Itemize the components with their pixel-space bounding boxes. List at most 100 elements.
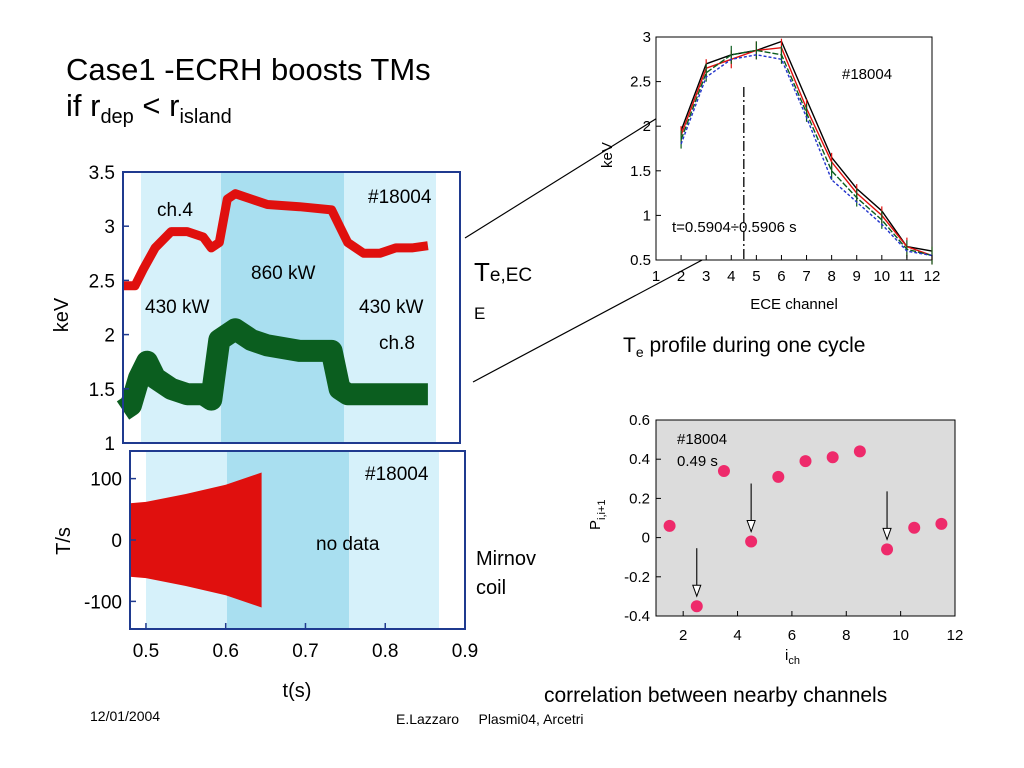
corr-point	[908, 521, 921, 534]
profile-xtick-label: 11	[899, 268, 915, 285]
corr-ytick-label: 0.6	[629, 412, 650, 429]
te-ytick-label: 1	[104, 434, 115, 455]
mirnov-coil-label: Mirnov coil	[476, 548, 537, 599]
te-ec-label-tail: E	[474, 304, 486, 323]
mirnov-band-low-2	[349, 451, 439, 629]
profile-xtick-label: 9	[853, 268, 861, 285]
footer-author: E.Lazzaro Plasmi04, Arcetri	[396, 711, 584, 727]
correlation-chart: 2 4 6 8 10 12 -0.4 -0.2 0 0.2 0.4 0.6 #18004 0.49 s…	[587, 412, 963, 667]
te-plot-frame	[122, 171, 461, 444]
mirnov-annotation-shot: #18004	[365, 464, 429, 485]
corr-annotation-time: 0.49 s	[677, 453, 718, 470]
corr-ytick-label: -0.2	[624, 569, 650, 586]
te-annotation-860kw: 860 kW	[251, 263, 315, 284]
profile-ytick-label: 2	[643, 118, 651, 135]
corr-point	[935, 517, 948, 530]
mirnov-x-axis-label: t(s)	[283, 680, 312, 702]
mirnov-xtick-label: 0.6	[213, 641, 239, 662]
profile-ytick-label: 1.5	[630, 163, 651, 180]
corr-xtick-label: 2	[679, 627, 687, 644]
corr-xtick-label: 8	[842, 627, 850, 644]
profile-xtick-label: 1	[652, 268, 660, 285]
corr-point	[663, 519, 676, 532]
te-annotation-shot: #18004	[368, 187, 432, 208]
corr-annotation-shot: #18004	[677, 431, 727, 448]
corr-y-axis-label: Pi,i+1	[587, 499, 608, 530]
profile-annotation-time: t=0.5904÷0.5906 s	[672, 219, 797, 236]
corr-arrowhead	[692, 584, 702, 598]
profile-xtick-label: 6	[777, 268, 785, 285]
profile-xtick-label: 10	[873, 268, 890, 285]
profile-ytick-label: 2.5	[630, 74, 651, 91]
te-time-chart: 1 1.5 2 2.5 3 3.5 keV #18004 ch.4 860 kW 430 …	[51, 163, 461, 455]
te-series-ch4	[123, 189, 429, 291]
profile-series-blue	[680, 54, 933, 257]
mirnov-ytick-label: -100	[84, 592, 122, 613]
mirnov-xtick-label: 0.5	[133, 641, 159, 662]
corr-point	[826, 451, 839, 464]
corr-point	[745, 535, 758, 548]
corr-point	[799, 455, 812, 468]
profile-ytick-label: 3	[643, 29, 651, 46]
corr-xtick-label: 10	[892, 627, 909, 644]
footer-date: 12/01/2004	[90, 708, 161, 724]
profile-xtick-label: 4	[727, 268, 735, 285]
corr-xtick-label: 4	[733, 627, 741, 644]
te-annotation-430kw-2: 430 kW	[359, 297, 423, 318]
profile-ytick-label: 0.5	[630, 252, 651, 269]
corr-plot-frame	[655, 419, 956, 617]
corr-arrowhead	[746, 520, 756, 533]
te-annotation-430kw-1: 430 kW	[145, 297, 209, 318]
corr-x-axis-label: ich	[785, 647, 800, 667]
te-ytick-label: 3.5	[89, 163, 115, 184]
title-line-1: Case1 -ECRH boosts TMs	[66, 52, 431, 87]
slide-title: Case1 -ECRH boosts TMs if rdep < risland	[66, 52, 431, 135]
corr-ytick-label: 0.4	[629, 451, 650, 468]
corr-point	[881, 543, 894, 556]
corr-xtick-label: 12	[947, 627, 964, 644]
corr-point	[853, 445, 866, 458]
te-profile-chart: 1 2 3 4 5 6 7 8 9 10 11 120.511.522.53 keV ECE chan…	[599, 29, 940, 313]
corr-point	[772, 470, 785, 483]
correlation-caption: correlation between nearby channels	[544, 684, 888, 707]
te-ec-label: Te,EC	[474, 257, 533, 287]
corr-ytick-label: -0.4	[624, 608, 650, 625]
profile-xtick-label: 2	[677, 268, 685, 285]
mirnov-xtick-label: 0.8	[372, 641, 398, 662]
te-annotation-ch4: ch.4	[157, 200, 193, 221]
corr-ytick-label: 0	[642, 530, 650, 547]
te-ytick-label: 3	[104, 217, 115, 238]
profile-y-axis-label: keV	[599, 142, 616, 168]
profile-xtick-label: 12	[924, 268, 941, 285]
te-profile-caption: Te profile during one cycle	[623, 334, 866, 361]
profile-x-axis-label: ECE channel	[750, 296, 838, 313]
corr-arrowhead	[882, 527, 892, 541]
te-ytick-label: 2.5	[89, 271, 115, 292]
title-line-2: if rdep < risland	[66, 88, 232, 129]
mirnov-signal-envelope	[130, 472, 262, 608]
mirnov-ytick-label: 100	[90, 470, 122, 491]
te-y-axis-label: keV	[51, 297, 73, 332]
profile-xtick-label: 7	[802, 268, 810, 285]
te-ytick-label: 1.5	[89, 380, 115, 401]
mirnov-xtick-label: 0.7	[292, 641, 318, 662]
te-annotation-ch8: ch.8	[379, 333, 415, 354]
profile-xtick-label: 5	[752, 268, 760, 285]
corr-point	[717, 464, 730, 477]
profile-ytick-label: 1	[643, 207, 651, 224]
mirnov-y-axis-label: T/s	[53, 527, 75, 555]
te-series-ch8	[116, 318, 428, 420]
profile-annotation-shot: #18004	[842, 66, 892, 83]
mirnov-xtick-label: 0.9	[452, 641, 478, 662]
te-ytick-label: 2	[104, 326, 115, 347]
corr-ytick-label: 0.2	[629, 490, 650, 507]
profile-xtick-label: 3	[702, 268, 710, 285]
corr-point	[690, 600, 703, 613]
profile-xtick-label: 8	[827, 268, 835, 285]
mirnov-annotation-nodata: no data	[316, 534, 380, 555]
ecrh-band-high	[221, 172, 344, 443]
mirnov-ytick-label: 0	[111, 531, 122, 552]
corr-xtick-label: 6	[788, 627, 796, 644]
